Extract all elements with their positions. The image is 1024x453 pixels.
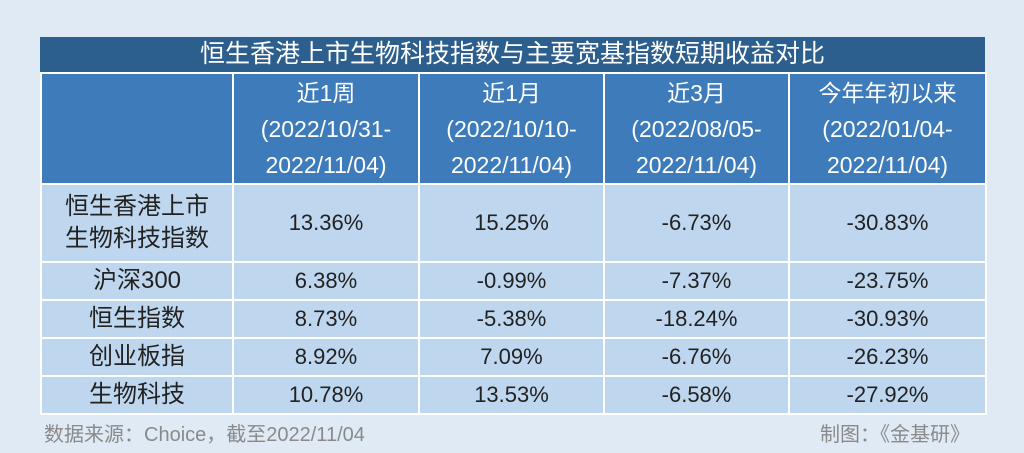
data-row: 恒生指数 8.73% -5.38% -18.24% -30.93% <box>40 299 987 339</box>
data-row: 创业板指 8.92% 7.09% -6.76% -26.23% <box>40 337 987 377</box>
row-label-text: 创业板指 <box>89 343 185 370</box>
row-label: 创业板指 <box>40 337 234 377</box>
footer: 数据来源：Choice，截至2022/11/04 制图：《金基研》 <box>44 418 970 447</box>
header-line: 2022/11/04) <box>265 151 387 178</box>
data-row: 沪深300 6.38% -0.99% -7.37% -23.75% <box>40 261 987 301</box>
table-title: 恒生香港上市生物科技指数与主要宽基指数短期收益对比 <box>40 37 985 72</box>
table: 近1周 (2022/10/31- 2022/11/04) 近1月 (2022/10/10… <box>40 72 987 415</box>
value-cell: -6.73% <box>603 183 790 263</box>
value-cell: 13.53% <box>418 375 605 415</box>
credit: 制图：《金基研》 <box>820 424 970 446</box>
value-cell: -6.58% <box>603 375 790 415</box>
header-line: 近1周 <box>296 79 356 106</box>
header-line: 2022/11/04) <box>635 151 758 178</box>
row-label: 恒生香港上市生物科技指数 <box>40 183 234 263</box>
row-label-text: 沪深300 <box>92 267 182 294</box>
value-cell: -30.93% <box>788 299 987 339</box>
value-cell: -30.83% <box>788 183 987 263</box>
header-line: (2022/08/05- <box>631 115 762 142</box>
value-cell: -26.23% <box>788 337 987 377</box>
value-cell: -5.38% <box>418 299 605 339</box>
header-line: (2022/10/10- <box>446 115 577 142</box>
header-line: (2022/01/04- <box>822 115 953 142</box>
header-line: (2022/10/31- <box>260 115 392 142</box>
row-label-text: 生物科技 <box>89 381 185 408</box>
value-cell: 10.78% <box>232 375 420 415</box>
row-label-text: 恒生指数 <box>89 305 185 332</box>
row-label: 生物科技 <box>40 375 234 415</box>
value-cell: -7.37% <box>603 261 790 301</box>
header-cell: 今年年初以来 (2022/01/04- 2022/11/04) <box>788 72 987 185</box>
row-label: 沪深300 <box>40 261 234 301</box>
source-note: 数据来源：Choice，截至2022/11/04 <box>44 424 365 446</box>
value-cell: -6.76% <box>603 337 790 377</box>
value-cell: 6.38% <box>232 261 420 301</box>
header-line: 近3月 <box>667 79 726 106</box>
value-cell: -23.75% <box>788 261 987 301</box>
header-line: 2022/11/04) <box>826 151 949 178</box>
value-cell: 8.73% <box>232 299 420 339</box>
header-line: 2022/11/04) <box>450 151 573 178</box>
header-cell: 近1周 (2022/10/31- 2022/11/04) <box>232 72 420 185</box>
header-line: 近1月 <box>482 79 541 106</box>
value-cell: 13.36% <box>232 183 420 263</box>
table-card: 恒生香港上市生物科技指数与主要宽基指数短期收益对比 近1周 (2022/10/31… <box>40 37 987 415</box>
value-cell: -18.24% <box>603 299 790 339</box>
value-cell: -0.99% <box>418 261 605 301</box>
data-row: 生物科技 10.78% 13.53% -6.58% -27.92% <box>40 375 987 415</box>
header-cell <box>40 72 234 185</box>
value-cell: 8.92% <box>232 337 420 377</box>
value-cell: 15.25% <box>418 183 605 263</box>
header-cell: 近1月 (2022/10/10- 2022/11/04) <box>418 72 605 185</box>
row-label-text: 恒生香港上市生物科技指数 <box>65 193 209 252</box>
header-row: 近1周 (2022/10/31- 2022/11/04) 近1月 (2022/10/10… <box>40 72 987 185</box>
header-line: 今年年初以来 <box>818 79 957 106</box>
row-label: 恒生指数 <box>40 299 234 339</box>
header-cell: 近3月 (2022/08/05- 2022/11/04) <box>603 72 790 185</box>
value-cell: 7.09% <box>418 337 605 377</box>
data-row: 恒生香港上市生物科技指数 13.36% 15.25% -6.73% -30.83% <box>40 183 987 263</box>
value-cell: -27.92% <box>788 375 987 415</box>
